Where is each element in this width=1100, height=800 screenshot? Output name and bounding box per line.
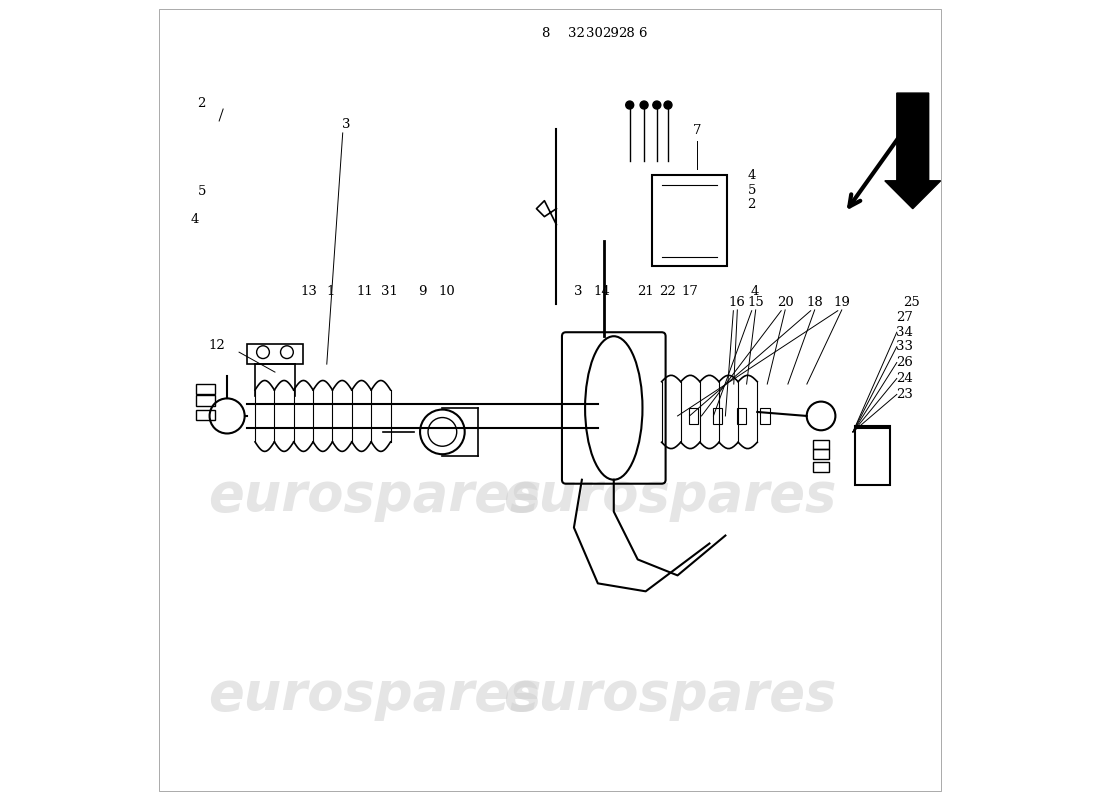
Text: eurospares: eurospares: [503, 669, 836, 721]
Text: 31: 31: [382, 285, 398, 298]
Text: 34: 34: [896, 326, 913, 338]
Text: 15: 15: [747, 296, 764, 310]
Text: 32: 32: [568, 26, 585, 40]
Text: 23: 23: [896, 388, 913, 401]
Circle shape: [652, 101, 661, 109]
Text: 10: 10: [438, 285, 454, 298]
Text: 24: 24: [896, 372, 913, 385]
Text: 3: 3: [342, 118, 351, 131]
Circle shape: [640, 101, 648, 109]
Text: 19: 19: [834, 296, 850, 310]
Text: 26: 26: [896, 356, 913, 369]
Text: 5: 5: [197, 185, 206, 198]
Text: 16: 16: [729, 296, 746, 310]
Text: 13: 13: [300, 285, 317, 298]
Text: 17: 17: [682, 285, 698, 298]
Circle shape: [664, 101, 672, 109]
Circle shape: [626, 101, 634, 109]
Text: 7: 7: [693, 124, 702, 137]
Text: 2: 2: [197, 97, 206, 110]
Text: 3: 3: [574, 285, 583, 298]
Text: 33: 33: [896, 340, 913, 353]
Text: 5: 5: [748, 184, 756, 197]
Text: 12: 12: [208, 339, 226, 352]
Text: 29: 29: [602, 26, 619, 40]
Text: 22: 22: [659, 285, 675, 298]
Text: 11: 11: [356, 285, 373, 298]
Text: eurospares: eurospares: [503, 470, 836, 522]
Text: 4: 4: [750, 285, 759, 298]
Text: 27: 27: [896, 311, 913, 324]
Text: 14: 14: [593, 285, 611, 298]
Text: 8: 8: [541, 26, 549, 40]
Text: 4: 4: [748, 169, 756, 182]
Text: 6: 6: [638, 26, 647, 40]
Text: 21: 21: [637, 285, 654, 298]
Text: 30: 30: [586, 26, 603, 40]
Polygon shape: [884, 93, 940, 209]
Text: eurospares: eurospares: [208, 470, 541, 522]
Text: 18: 18: [806, 296, 823, 310]
Text: 4: 4: [191, 214, 199, 226]
Text: 2: 2: [748, 198, 756, 211]
Text: 9: 9: [418, 285, 427, 298]
Text: 25: 25: [903, 296, 920, 310]
Text: 28: 28: [618, 26, 635, 40]
Text: 20: 20: [777, 296, 793, 310]
Text: 1: 1: [327, 285, 336, 298]
Text: eurospares: eurospares: [208, 669, 541, 721]
